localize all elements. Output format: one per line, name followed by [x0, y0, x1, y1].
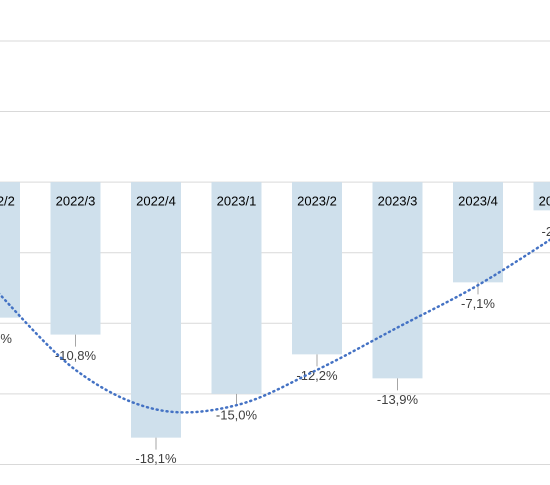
data-label: -13,9%	[377, 392, 419, 407]
x-tick-label: 2023/3	[378, 194, 418, 209]
bar	[373, 182, 423, 378]
x-tick-label: 2022/3	[56, 194, 96, 209]
x-tick-label: 2023/2	[297, 194, 337, 209]
x-tick-label: 2023/1	[217, 194, 257, 209]
x-tick-label: 2024/1	[539, 194, 550, 209]
x-tick-label: 2023/4	[458, 194, 498, 209]
data-label: -10,8%	[55, 348, 97, 363]
x-tick-label: 2022/4	[136, 194, 176, 209]
x-tick-label: 2022/2	[0, 194, 15, 209]
data-label: -2,0%	[542, 224, 550, 239]
bar	[131, 182, 181, 438]
bar	[212, 182, 262, 394]
data-label: -9,6%	[0, 331, 12, 346]
data-label: -18,1%	[135, 451, 177, 466]
data-label: -7,1%	[461, 296, 495, 311]
